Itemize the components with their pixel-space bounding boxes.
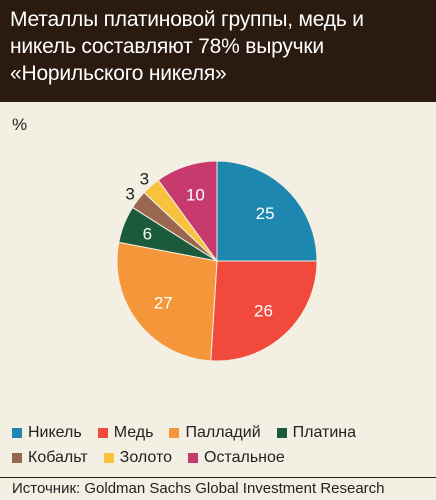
legend-item-2: Палладий [169,423,261,442]
chart-header: Металлы платиновой группы, медь и никель… [0,0,436,102]
pie-value-label-0: 25 [256,204,275,223]
legend-item-5: Золото [103,448,172,467]
pie-value-labels: 25 26 27 6 33 10 [125,170,274,321]
legend-swatch [276,427,287,438]
legend-item-1: Медь [97,423,154,442]
legend-row: Кобальт Золото Остальное [12,445,432,470]
pie-value-label-5: 3 [140,170,149,189]
source-note: Источник: Goldman Sachs Global Investmen… [12,480,385,497]
legend-item-4: Кобальт [12,449,88,467]
legend-swatch [103,452,114,463]
pie-value-label-3: 6 [143,224,152,243]
legend-label: Остальное [204,448,285,466]
chart-title: Металлы платиновой группы, медь и никель… [10,8,364,85]
pie-slice-2 [116,241,218,362]
footer-divider [0,477,436,478]
legend-label: Медь [113,423,154,441]
pie-value-label-1: 26 [254,302,273,321]
pie-slices [116,160,318,362]
legend-label: Золото [119,448,172,466]
legend-swatch [188,452,198,463]
legend-label: Платина [292,423,357,441]
legend-label: Никель [28,423,82,441]
legend-swatch [97,427,108,438]
legend-swatch [169,427,180,438]
legend-swatch [12,427,22,438]
pie-slice-1 [210,260,318,362]
legend-item-0: Никель [12,424,82,442]
pie-slice-0 [216,160,318,262]
legend-label: Кобальт [28,448,88,466]
pie-value-label-2: 27 [154,294,173,313]
unit-label: % [12,115,28,134]
pie-value-label-4: 3 [125,185,134,204]
legend-swatch [12,452,22,463]
legend-row: Никель Медь Палладий Платина [12,420,432,445]
pie-value-label-6: 10 [186,185,205,204]
legend-item-3: Платина [276,423,357,442]
legend-label: Палладий [185,423,261,441]
legend: Никель Медь Палладий Платина Кобальт Золото О… [12,420,432,470]
pie-chart: 25 26 27 6 33 10 [116,160,318,362]
legend-item-6: Остальное [188,449,285,467]
pie-slice-6 [157,160,218,263]
